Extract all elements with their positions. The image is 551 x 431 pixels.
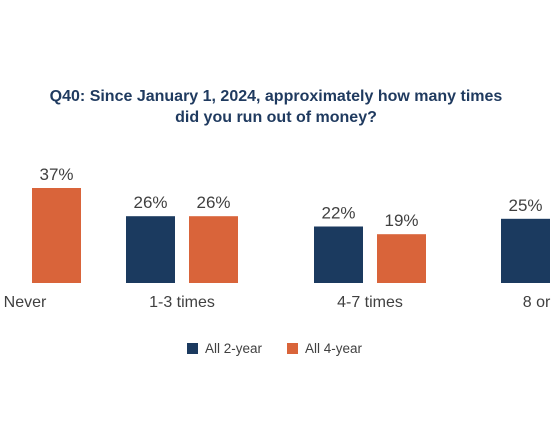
legend: All 2-year All 4-year [187, 341, 363, 356]
bar-all-2-year-1-3-times [126, 216, 175, 283]
value-label-all-4-year-4-7-times: 19% [384, 211, 418, 230]
value-label-all-2-year-1-3-times: 26% [133, 193, 167, 212]
legend-label-all-4-year: All 4-year [305, 341, 363, 356]
chart-title: Q40: Since January 1, 2024, approximatel… [50, 88, 503, 126]
bar-all-2-year-4-7-times [314, 226, 363, 283]
category-label-1-3-times: 1-3 times [149, 294, 215, 311]
category-label-never: Never [4, 294, 47, 311]
chart-title-line-1: Q40: Since January 1, 2024, approximatel… [50, 88, 503, 105]
value-labels: 26% 22% 25% 37% 26% 19% [39, 165, 542, 230]
bar-all-4-year-1-3-times [189, 216, 238, 283]
bar-all-4-year-4-7-times [377, 234, 426, 283]
bars [32, 188, 550, 283]
category-labels: Never 1-3 times 4-7 times 8 or more [4, 294, 551, 311]
value-label-all-2-year-4-7-times: 22% [321, 204, 355, 223]
legend-label-all-2-year: All 2-year [205, 341, 263, 356]
value-label-all-4-year-never: 37% [39, 165, 73, 184]
value-label-all-4-year-1-3-times: 26% [196, 193, 230, 212]
value-label-all-2-year-8-or-more: 25% [508, 196, 542, 215]
legend-swatch-all-4-year [287, 343, 298, 354]
bar-all-4-year-never [32, 188, 81, 283]
chart-title-line-2: did you run out of money? [175, 109, 377, 126]
category-label-4-7-times: 4-7 times [337, 294, 403, 311]
bar-all-2-year-8-or-more [501, 218, 550, 283]
legend-swatch-all-2-year [187, 343, 198, 354]
category-label-8-or-more: 8 or more [523, 294, 551, 311]
